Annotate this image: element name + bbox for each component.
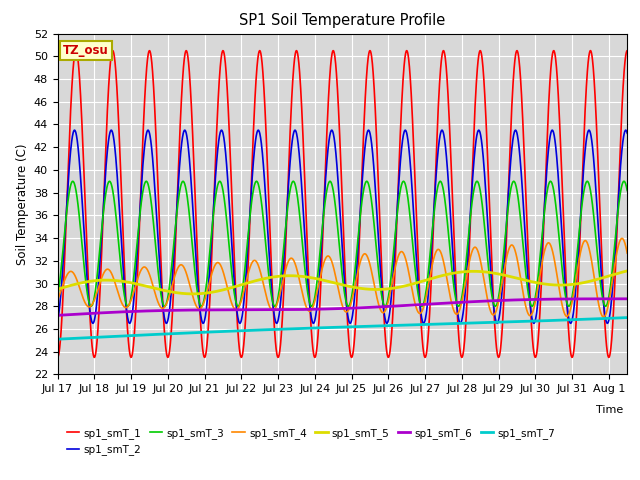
sp1_smT_5 [411,281,419,287]
sp1_smT_6 [536,297,543,302]
sp1_smT_5 [536,280,544,286]
sp1_smT_2 [54,317,61,323]
sp1_smT_2 [411,229,419,235]
sp1_smT_5 [346,284,354,289]
Title: SP1 Soil Temperature Profile: SP1 Soil Temperature Profile [239,13,445,28]
sp1_smT_7 [623,315,631,321]
Y-axis label: Soil Temperature (C): Soil Temperature (C) [17,143,29,265]
sp1_smT_1 [536,315,543,321]
sp1_smT_2 [218,127,225,133]
sp1_smT_3 [536,253,544,259]
sp1_smT_5 [604,274,611,279]
sp1_smT_6 [604,296,611,302]
sp1_smT_4 [604,306,611,312]
sp1_smT_3 [289,179,297,184]
sp1_smT_3 [623,188,631,193]
sp1_smT_6 [87,311,95,316]
sp1_smT_5 [87,278,95,284]
sp1_smT_1 [623,48,631,53]
sp1_smT_4 [410,298,418,303]
sp1_smT_4 [428,265,435,271]
sp1_smT_2 [87,316,95,322]
sp1_smT_7 [536,318,543,324]
Legend: sp1_smT_1, sp1_smT_2, sp1_smT_3, sp1_smT_4, sp1_smT_5, sp1_smT_6, sp1_smT_7: sp1_smT_1, sp1_smT_2, sp1_smT_3, sp1_smT… [63,424,559,459]
sp1_smT_7 [604,315,611,321]
sp1_smT_4 [54,297,61,303]
Text: TZ_osu: TZ_osu [63,44,109,57]
sp1_smT_2 [623,130,631,136]
sp1_smT_2 [536,270,544,276]
sp1_smT_7 [87,335,95,340]
sp1_smT_4 [346,305,353,311]
sp1_smT_5 [189,291,196,297]
sp1_smT_2 [199,320,207,326]
sp1_smT_1 [410,159,418,165]
Line: sp1_smT_7: sp1_smT_7 [58,318,627,339]
sp1_smT_2 [604,320,612,326]
sp1_smT_6 [623,296,631,302]
sp1_smT_4 [87,303,95,309]
sp1_smT_1 [54,354,61,360]
sp1_smT_4 [618,236,626,241]
sp1_smT_6 [428,301,435,307]
sp1_smT_7 [54,336,61,342]
Line: sp1_smT_1: sp1_smT_1 [58,50,627,357]
sp1_smT_7 [428,322,435,327]
sp1_smT_3 [346,300,354,306]
sp1_smT_7 [410,322,418,328]
sp1_smT_7 [346,324,353,330]
sp1_smT_3 [428,229,436,235]
sp1_smT_3 [54,294,61,300]
sp1_smT_5 [428,276,436,281]
sp1_smT_6 [346,305,353,311]
sp1_smT_6 [54,312,61,318]
Line: sp1_smT_3: sp1_smT_3 [58,181,627,306]
sp1_smT_5 [623,268,631,274]
Line: sp1_smT_2: sp1_smT_2 [58,130,627,323]
sp1_smT_3 [87,303,95,309]
X-axis label: Time: Time [596,405,624,415]
sp1_smT_3 [604,299,612,305]
sp1_smT_4 [623,250,631,256]
Line: sp1_smT_5: sp1_smT_5 [58,271,627,294]
sp1_smT_4 [536,275,543,280]
sp1_smT_1 [428,268,435,274]
sp1_smT_1 [346,347,353,352]
sp1_smT_2 [428,235,436,240]
Line: sp1_smT_6: sp1_smT_6 [58,299,627,315]
sp1_smT_2 [346,320,354,326]
sp1_smT_4 [600,314,607,320]
sp1_smT_6 [410,302,418,308]
sp1_smT_5 [54,286,61,292]
sp1_smT_3 [271,303,278,309]
sp1_smT_3 [411,263,419,269]
Line: sp1_smT_4: sp1_smT_4 [58,239,627,317]
sp1_smT_1 [87,331,95,336]
sp1_smT_1 [604,349,611,355]
